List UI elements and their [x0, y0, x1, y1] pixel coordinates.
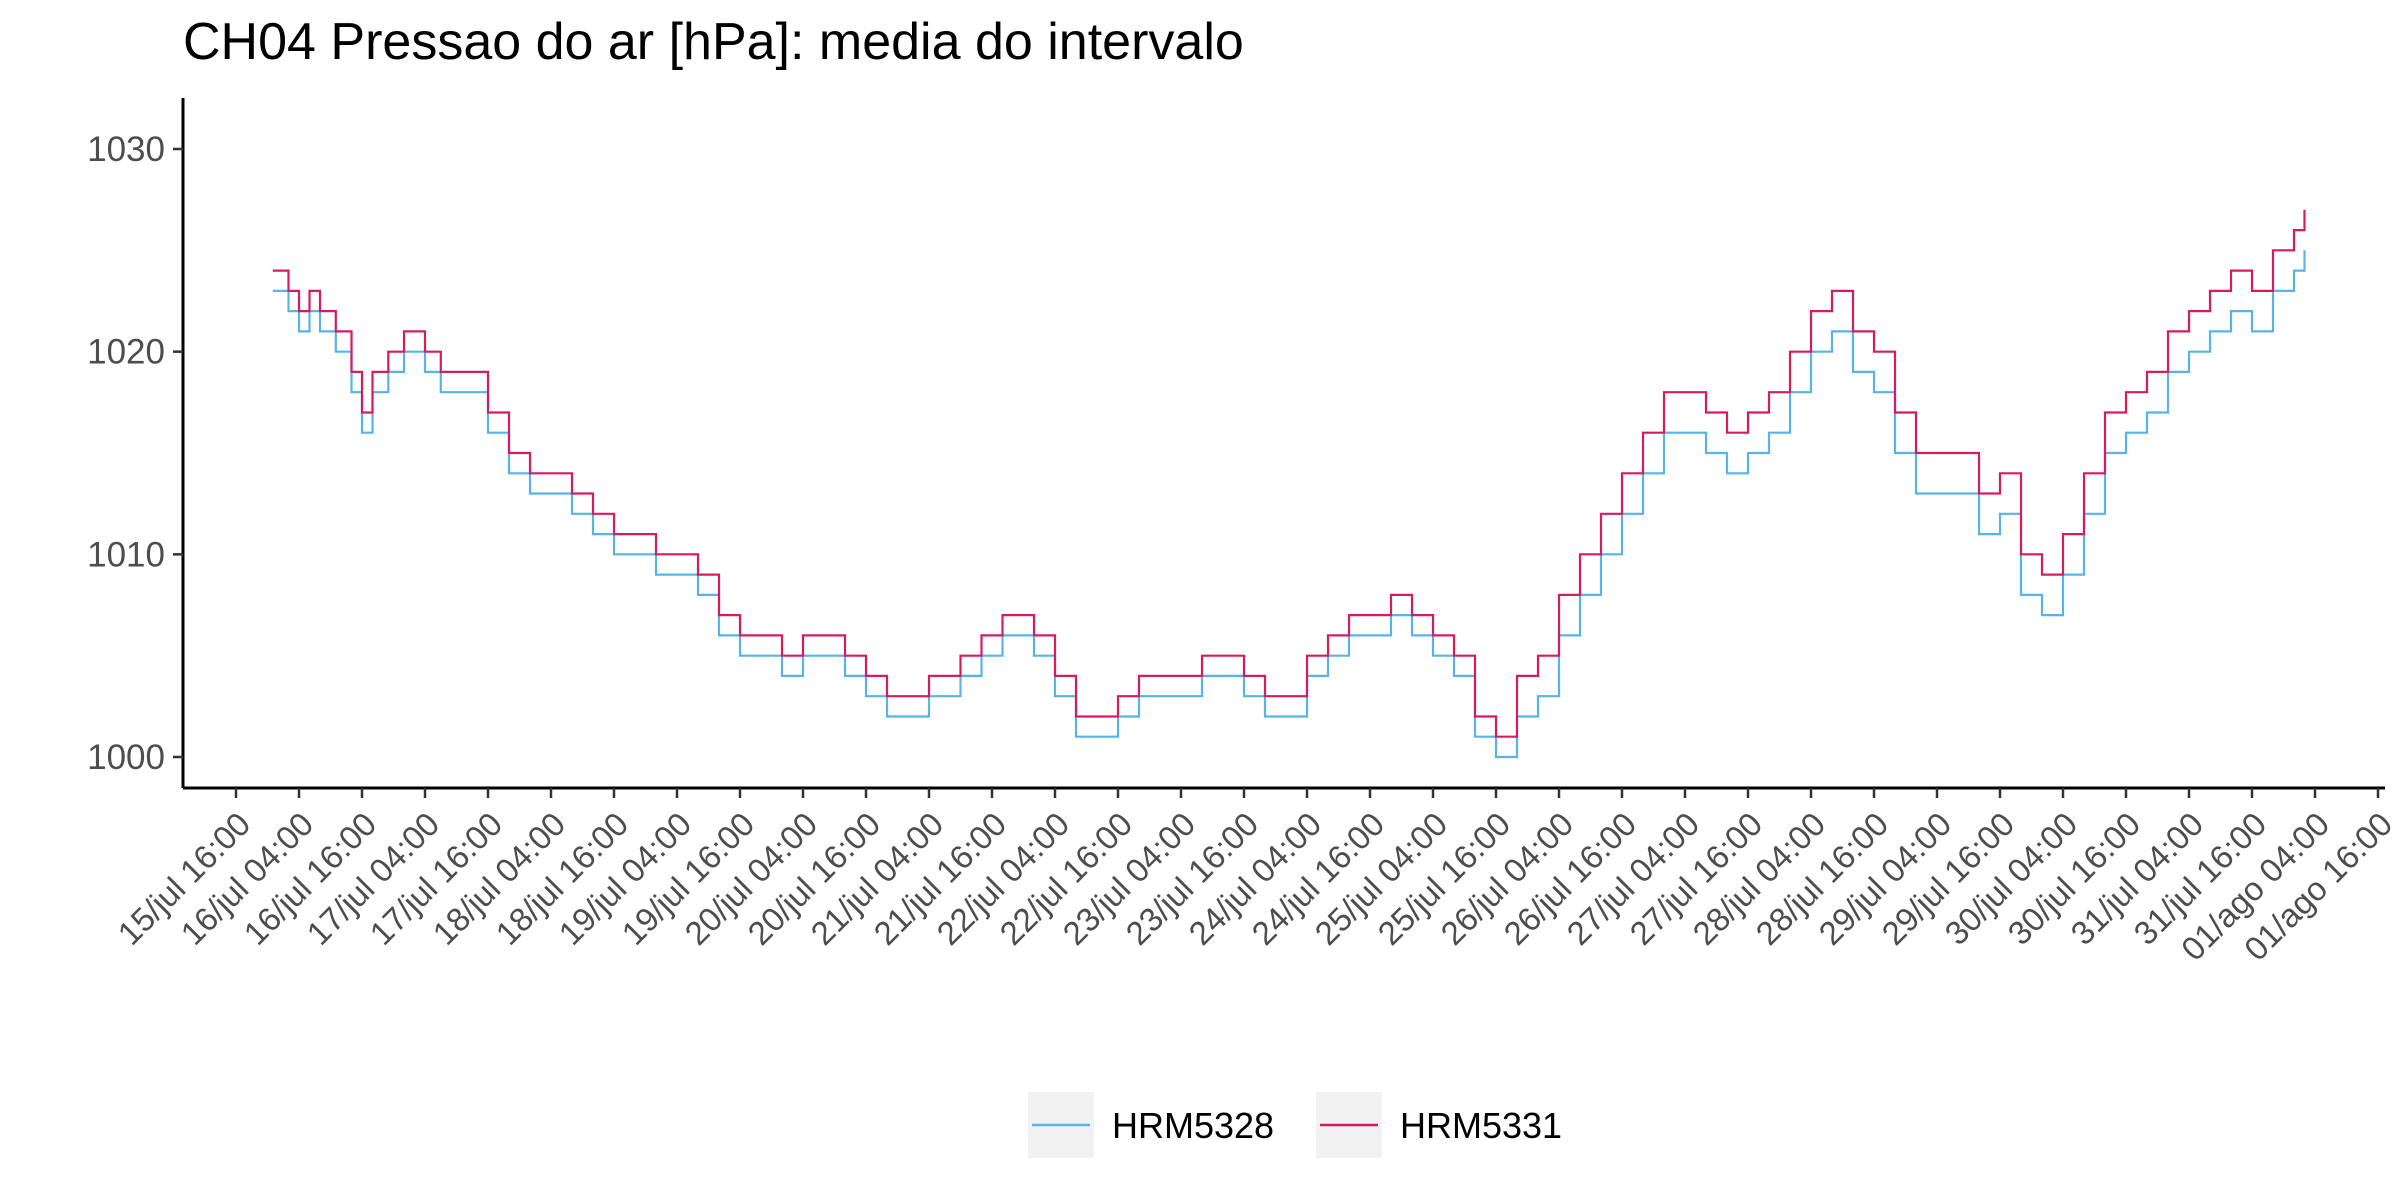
legend-label: HRM5331 [1400, 1105, 1562, 1146]
y-tick-label: 1020 [87, 333, 165, 372]
series-line-hrm5331 [272, 209, 2306, 738]
y-tick-label: 1010 [87, 535, 165, 574]
y-tick-label: 1000 [87, 738, 165, 777]
chart-title: CH04 Pressao do ar [hPa]: media do inter… [183, 13, 1244, 71]
y-tick-label: 1030 [87, 130, 165, 169]
series-line-hrm5328 [272, 250, 2306, 759]
legend-label: HRM5328 [1112, 1105, 1274, 1146]
